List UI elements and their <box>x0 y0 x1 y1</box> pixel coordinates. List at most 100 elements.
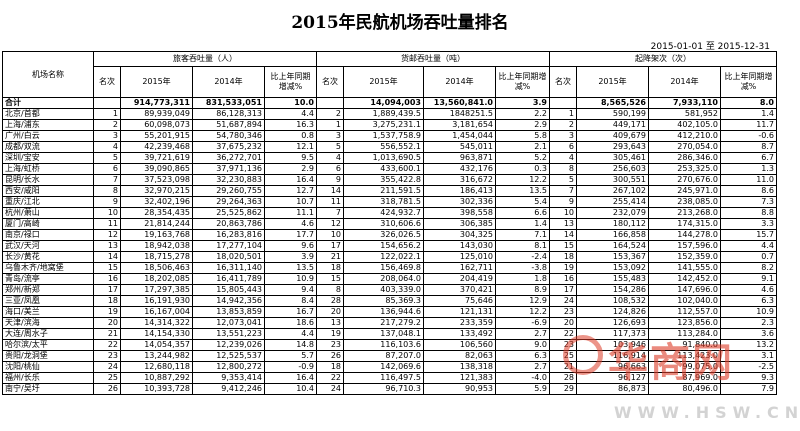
header-airport: 机场名称 <box>2 51 94 98</box>
table-row: 上海/浦东 2 60,098,073 51,687,894 16.3 1 3,275,231… <box>2 119 777 131</box>
cargo-2014: 121,383 <box>423 372 496 384</box>
movement-rank: 16 <box>549 273 577 285</box>
cargo-2015: 142,069.6 <box>343 361 424 373</box>
passenger-growth: 14.8 <box>264 339 317 351</box>
cargo-2014: 204,419 <box>423 273 496 285</box>
header-2015: 2015年 <box>120 66 193 98</box>
table-row: 哈尔滨/太平 22 14,054,357 12,239,026 14.8 23 116,10… <box>2 339 777 351</box>
cargo-2015: 116,497.5 <box>343 372 424 384</box>
table-row: 上海/虹桥 6 39,090,865 37,971,136 2.9 6 433,600.1 4… <box>2 163 777 175</box>
airport-name: 海口/美兰 <box>2 306 94 318</box>
airport-name: 深圳/宝安 <box>2 152 94 164</box>
header-2014: 2014年 <box>423 66 496 98</box>
movement-2015: 300,551 <box>576 174 649 186</box>
table-row: 南宁/吴圩 26 10,393,728 9,412,246 10.4 24 96,710.3… <box>2 383 777 395</box>
cargo-rank: 7 <box>316 207 344 219</box>
movement-2015: 166,858 <box>576 229 649 241</box>
passenger-rank: 26 <box>93 383 121 395</box>
movement-rank: 28 <box>549 372 577 384</box>
movement-2015: 590,199 <box>576 108 649 120</box>
cargo-2015: 85,369.3 <box>343 295 424 307</box>
cargo-2015: 154,656.2 <box>343 240 424 252</box>
passenger-growth: 9.4 <box>264 284 317 296</box>
movement-2014: 270,676.0 <box>648 174 721 186</box>
movement-2015: 164,524 <box>576 240 649 252</box>
movement-2015: 124,826 <box>576 306 649 318</box>
airport-name: 天津/滨海 <box>2 317 94 329</box>
passenger-rank: 18 <box>93 295 121 307</box>
cargo-growth: 5.9 <box>495 383 550 395</box>
movement-growth: 15.7 <box>720 229 777 241</box>
passenger-2015: 18,715,278 <box>120 251 193 263</box>
report-period: 2015-01-01 至 2015-12-31 <box>650 42 770 52</box>
passenger-2015: 16,167,004 <box>120 306 193 318</box>
cargo-rank: 18 <box>316 262 344 274</box>
passenger-growth: 17.7 <box>264 229 317 241</box>
total-cargo-growth: 3.9 <box>495 97 550 109</box>
movement-2015: 409,679 <box>576 130 649 142</box>
cargo-growth: 5.4 <box>495 196 550 208</box>
header-growth: 比上年同期增减% <box>264 66 317 98</box>
cargo-2015: 1,889,439.5 <box>343 108 424 120</box>
cargo-rank: 18 <box>316 361 344 373</box>
cargo-growth: 8.1 <box>495 240 550 252</box>
passenger-2015: 37,523,098 <box>120 174 193 186</box>
cargo-rank: 28 <box>316 295 344 307</box>
passenger-2014: 29,260,755 <box>192 185 265 197</box>
passenger-rank: 13 <box>93 240 121 252</box>
cargo-rank: 8 <box>316 284 344 296</box>
movement-rank: 23 <box>549 306 577 318</box>
cargo-2014: 1,454,044 <box>423 130 496 142</box>
passenger-2014: 16,411,789 <box>192 273 265 285</box>
cargo-2014: 302,336 <box>423 196 496 208</box>
passenger-growth: 12.7 <box>264 185 317 197</box>
movement-2014: 402,105.0 <box>648 119 721 131</box>
movement-growth: 4.4 <box>720 240 777 252</box>
table-row: 深圳/宝安 5 39,721,619 36,272,701 9.5 4 1,013,690.… <box>2 152 777 164</box>
passenger-growth: -0.9 <box>264 361 317 373</box>
movement-growth: 1.3 <box>720 163 777 175</box>
passenger-2015: 19,163,768 <box>120 229 193 241</box>
airport-name: 三亚/凤凰 <box>2 295 94 307</box>
table-row: 海口/美兰 19 16,167,004 13,853,859 16.7 20 136,944… <box>2 306 777 318</box>
header-movement-group: 起降架次（次） <box>549 51 777 67</box>
cargo-2014: 304,325 <box>423 229 496 241</box>
passenger-growth: 10.7 <box>264 196 317 208</box>
cargo-rank: 14 <box>316 185 344 197</box>
header-2014: 2014年 <box>648 66 721 98</box>
movement-2014: 144,278.0 <box>648 229 721 241</box>
table-row: 长沙/黄花 14 18,715,278 18,020,501 3.9 21 122,022.… <box>2 251 777 263</box>
movement-2014: 238,085.0 <box>648 196 721 208</box>
passenger-2014: 18,020,501 <box>192 251 265 263</box>
table-row: 南京/禄口 12 19,163,768 16,283,816 17.7 10 326,026… <box>2 229 777 241</box>
table-row: 天津/滨海 20 14,314,322 12,073,041 18.6 13 217,279… <box>2 317 777 329</box>
cargo-2014: 3,181,654 <box>423 119 496 131</box>
passenger-2015: 28,354,435 <box>120 207 193 219</box>
passenger-2015: 10,887,292 <box>120 372 193 384</box>
passenger-2015: 21,814,244 <box>120 218 193 230</box>
passenger-rank: 24 <box>93 361 121 373</box>
movement-2015: 180,112 <box>576 218 649 230</box>
passenger-2014: 12,800,272 <box>192 361 265 373</box>
cargo-growth: -4.0 <box>495 372 550 384</box>
header-rank: 名次 <box>549 66 577 98</box>
movement-2015: 153,367 <box>576 251 649 263</box>
table-row: 青岛/流亭 16 18,202,085 16,411,789 10.9 15 208,064… <box>2 273 777 285</box>
airport-name: 厦门/高崎 <box>2 218 94 230</box>
cargo-growth: -2.4 <box>495 251 550 263</box>
passenger-rank: 23 <box>93 350 121 362</box>
movement-2015: 293,643 <box>576 141 649 153</box>
passenger-2014: 25,525,862 <box>192 207 265 219</box>
total-label: 合计 <box>2 97 94 109</box>
cargo-growth: 1.8 <box>495 273 550 285</box>
cargo-rank: 11 <box>316 196 344 208</box>
movement-growth: 8.8 <box>720 207 777 219</box>
table-row: 成都/双流 4 42,239,468 37,675,232 12.1 5 556,552.1… <box>2 141 777 153</box>
movement-2015: 153,092 <box>576 262 649 274</box>
passenger-rank: 15 <box>93 262 121 274</box>
movement-growth: 11.7 <box>720 119 777 131</box>
passenger-2015: 16,191,930 <box>120 295 193 307</box>
header-cargo-group: 货邮吞吐量（吨） <box>316 51 550 67</box>
passenger-rank: 7 <box>93 174 121 186</box>
passenger-2015: 89,939,049 <box>120 108 193 120</box>
